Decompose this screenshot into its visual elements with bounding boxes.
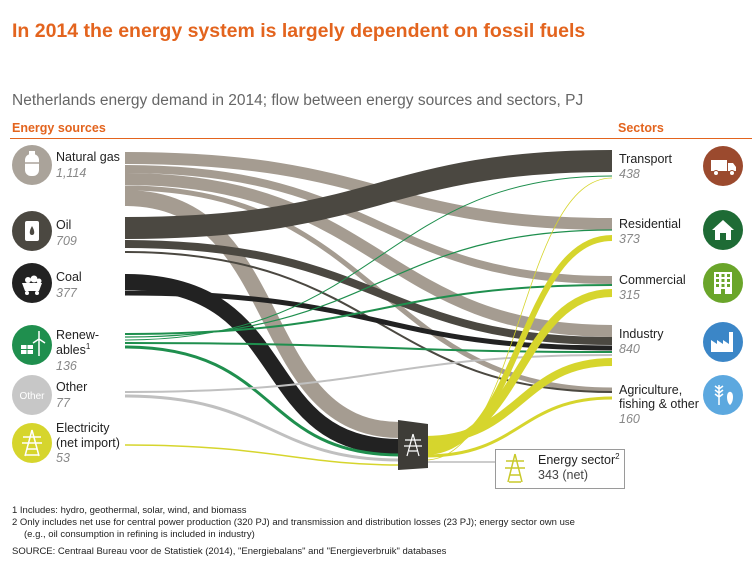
page-title: In 2014 the energy system is largely dep… — [12, 20, 586, 42]
source-value-coal: 377 — [56, 286, 77, 300]
sector-name-agriculture-line1: Agriculture, — [619, 383, 683, 397]
office-building-icon — [703, 263, 743, 303]
footnote-2: 2 Only includes net use for central powe… — [12, 517, 575, 528]
sector-value-industry: 840 — [619, 342, 640, 356]
sources-header: Energy sources — [12, 121, 106, 135]
factory-icon — [703, 322, 743, 362]
sector-value-transport: 438 — [619, 167, 640, 181]
solar-wind-icon — [12, 325, 52, 365]
flow-energy-sector-transport — [424, 177, 613, 461]
source-name-other: Other — [56, 380, 88, 394]
source-value-oil: 709 — [56, 234, 77, 248]
flow-oil-transport — [124, 150, 613, 239]
source-value-natural-gas: 1,114 — [56, 166, 87, 180]
coal-cart-icon — [12, 263, 52, 303]
house-icon — [703, 210, 743, 250]
energy-sector-name-text: Energy sector — [538, 453, 616, 467]
other-icon: Other — [12, 375, 52, 415]
flow-renewables-transport — [124, 175, 613, 341]
page-subtitle: Netherlands energy demand in 2014; flow … — [12, 92, 584, 109]
source-name-electricity-line2: (net import) — [56, 436, 120, 450]
footnote-2-continued: (e.g., oil consumption in refining is in… — [24, 529, 255, 540]
energy-sector-hub — [398, 420, 428, 470]
flow-energy-sector-agriculture — [424, 396, 613, 458]
sector-value-residential: 373 — [619, 232, 640, 246]
flow-coal-industry — [124, 290, 613, 351]
header-divider — [10, 138, 752, 139]
sector-name-commercial: Commercial — [619, 273, 686, 287]
source-name-coal: Coal — [56, 270, 82, 284]
source-value-other: 77 — [56, 396, 70, 410]
footnote-ref-2: 2 — [615, 451, 620, 461]
sectors-header: Sectors — [618, 121, 664, 135]
gas-tank-icon — [12, 145, 52, 185]
source-note: SOURCE: Centraal Bureau voor de Statisti… — [12, 546, 447, 557]
flow-other-energy-sector — [124, 394, 401, 462]
energy-sector-pylon-icon — [499, 451, 531, 485]
source-name-renewables-line1: Renew- — [56, 328, 100, 342]
flow-coal-energy-sector — [124, 274, 401, 455]
oil-barrel-icon — [12, 211, 52, 251]
sector-name-residential: Residential — [619, 217, 681, 231]
energy-sector-name: Energy sector2 — [538, 451, 620, 467]
energy-sector-hub-pylon-icon — [404, 433, 422, 457]
flow-electricity-energy-sector — [124, 444, 401, 466]
source-name-natural-gas: Natural gas — [56, 150, 120, 164]
footnote-ref-1: 1 — [85, 341, 91, 351]
source-value-renewables: 136 — [56, 359, 77, 373]
sector-value-agriculture: 160 — [619, 412, 640, 426]
sector-name-industry: Industry — [619, 327, 664, 341]
source-value-electricity: 53 — [56, 451, 70, 465]
sector-name-transport: Transport — [619, 152, 673, 166]
flow-oil-industry — [124, 240, 613, 345]
flow-energy-sector-residential — [424, 235, 613, 455]
flow-gas-energy-sector — [124, 190, 401, 438]
truck-icon — [703, 146, 743, 186]
source-name-oil: Oil — [56, 218, 72, 232]
source-name-renewables-line2-text: ables — [56, 343, 86, 357]
power-pylon-icon — [12, 423, 52, 463]
other-icon-label: Other — [19, 391, 45, 402]
source-name-renewables-line2: ables1 — [56, 341, 91, 357]
flow-renewables-energy-sector — [124, 345, 401, 457]
sector-value-commercial: 315 — [619, 288, 640, 302]
energy-sector-value: 343 (net) — [538, 468, 589, 482]
sector-name-agriculture-line2: fishing & other — [619, 397, 699, 411]
agriculture-icon — [703, 375, 743, 415]
source-name-electricity-line1: Electricity — [56, 421, 110, 435]
footnote-1: 1 Includes: hydro, geothermal, solar, wi… — [12, 505, 247, 516]
flow-gas-commercial — [124, 165, 613, 284]
